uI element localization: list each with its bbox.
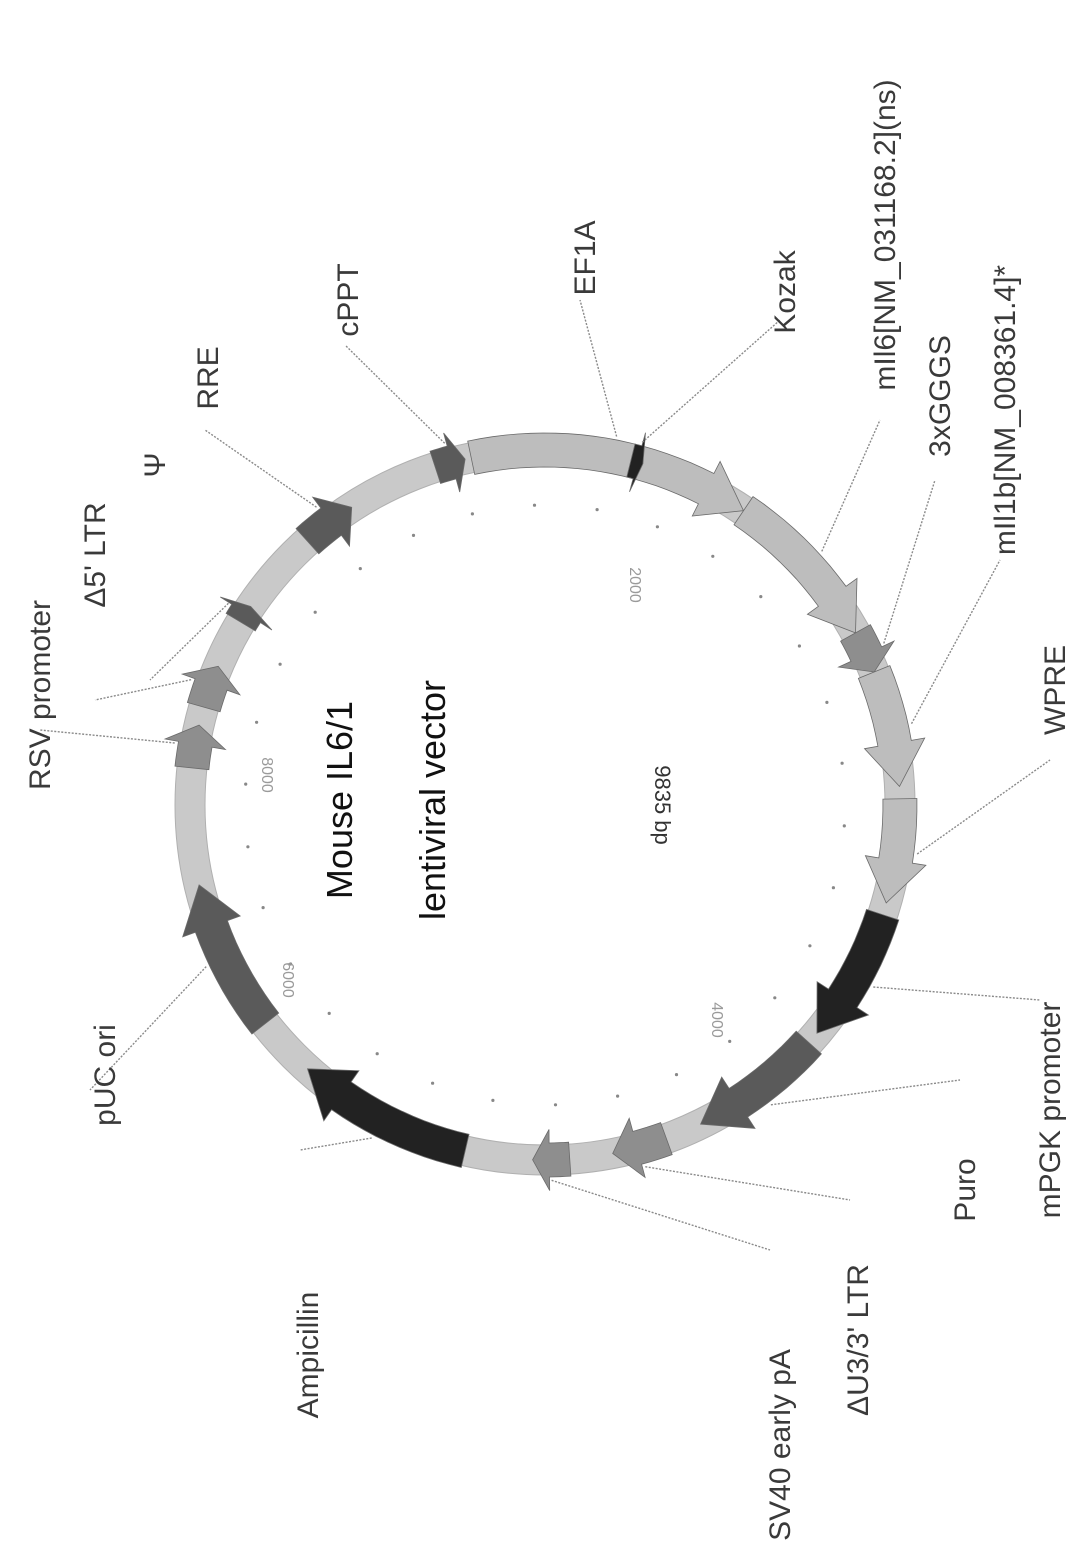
- leader-line-rsv-promoter: [39, 729, 175, 744]
- tick-mark: [808, 944, 812, 948]
- feature-arrow-ampicillin: [306, 1068, 470, 1168]
- feature-arrow-mpgk: [816, 908, 900, 1034]
- leader-line-ampicillin: [299, 1137, 372, 1151]
- label-puc-ori: pUC ori: [89, 1024, 122, 1126]
- leader-line-mil6: [821, 419, 881, 552]
- tick-mark: [728, 1039, 732, 1043]
- tick-mark: [553, 1103, 558, 1107]
- leader-line-wpre: [916, 759, 1051, 855]
- label-kozak: Kozak: [769, 249, 802, 333]
- feature-arrow-d5-ltr: [180, 665, 242, 713]
- tick-mark: [825, 700, 829, 705]
- tick-mark: [759, 595, 763, 599]
- leader-line-kozak: [641, 319, 781, 443]
- feature-arrow-cppt: [429, 432, 466, 493]
- feature-arrow-rsv-promoter: [163, 724, 227, 771]
- tick-mark: [470, 512, 474, 516]
- leader-line-puc-ori: [89, 966, 207, 1091]
- tick-mark: [491, 1098, 495, 1102]
- leader-line-sv40: [551, 1179, 771, 1251]
- tick-label-2000: 2000: [626, 567, 643, 603]
- leader-lines: [39, 299, 1051, 1251]
- map-title-line1: Mouse IL6/1: [319, 701, 360, 899]
- tick-mark: [840, 761, 844, 765]
- leader-line-puro: [770, 1079, 961, 1106]
- label-mil6: mIl6[NM_031168.2](ns): [869, 79, 902, 390]
- tick-mark: [616, 1094, 620, 1098]
- map-title-line2: lentiviral vector: [412, 680, 453, 920]
- map-size-label: 9835 bp: [650, 765, 675, 845]
- feature-arrow-psi: [220, 596, 273, 632]
- tick-mark: [797, 644, 802, 648]
- leader-line-d3-ltr: [645, 1166, 851, 1201]
- label-sv40: SV40 early pA: [764, 1349, 797, 1541]
- tick-mark: [246, 845, 250, 849]
- feature-arrow-kozak: [626, 432, 646, 492]
- tick-mark: [255, 720, 259, 724]
- tick-labels: 2000 4000 6000 8000: [258, 567, 725, 1038]
- leader-line-d5-ltr: [94, 679, 192, 701]
- center-text: Mouse IL6/1 lentiviral vector 9835 bp: [319, 680, 675, 920]
- tick-marks: [244, 503, 846, 1107]
- label-ampicillin: Ampicillin: [292, 1292, 325, 1419]
- tick-mark: [244, 782, 248, 786]
- feature-arrow-mil6: [733, 496, 858, 634]
- feature-arrow-wpre: [864, 798, 927, 904]
- tick-mark: [674, 1073, 679, 1077]
- label-d3-ltr: ΔU3/3' LTR: [842, 1264, 875, 1416]
- tick-label-4000: 4000: [708, 1002, 725, 1038]
- tick-mark: [289, 962, 293, 966]
- feature-arrows: [163, 432, 927, 1191]
- feature-arrow-rre: [295, 496, 353, 555]
- tick-mark: [842, 824, 846, 828]
- feature-arrow-puro: [700, 1030, 822, 1129]
- tick-mark: [411, 533, 416, 538]
- label-psi: Ψ: [139, 452, 172, 477]
- tick-mark: [773, 996, 777, 1000]
- leader-line-psi: [149, 602, 229, 681]
- leader-line-mpgk: [873, 986, 1041, 1001]
- label-ef1a: EF1A: [569, 220, 602, 295]
- label-rre: RRE: [192, 346, 225, 409]
- tick-mark: [358, 567, 362, 571]
- label-rsv-promoter: RSV promoter: [24, 600, 57, 790]
- tick-label-6000: 6000: [279, 962, 296, 998]
- tick-mark: [655, 525, 660, 529]
- feature-arrow-ef1a: [467, 432, 745, 517]
- label-mpgk: mPGK promoter: [1034, 1002, 1067, 1219]
- tick-mark: [261, 906, 265, 910]
- label-mil1b: mIl1b[NM_008361.4]*: [989, 265, 1022, 555]
- tick-mark: [532, 503, 537, 507]
- leader-line-mil1b: [910, 559, 1001, 725]
- feature-arrow-3xgggs: [837, 624, 896, 673]
- leader-line-cppt: [344, 344, 446, 444]
- tick-label-8000: 8000: [258, 757, 275, 793]
- tick-mark: [313, 610, 317, 614]
- label-d5-ltr: Δ5' LTR: [79, 502, 112, 607]
- backbone-ring-outline-inner: [204, 464, 886, 1146]
- tick-mark: [831, 886, 836, 890]
- tick-mark: [375, 1052, 379, 1056]
- leader-line-3xgggs: [883, 479, 936, 644]
- feature-arrow-puc-ori: [182, 884, 280, 1035]
- tick-mark: [711, 554, 715, 558]
- leader-line-rre: [204, 429, 317, 508]
- feature-arrow-sv40: [532, 1129, 572, 1191]
- label-cppt: cPPT: [332, 263, 365, 336]
- label-wpre: WPRE: [1039, 645, 1070, 735]
- tick-mark: [595, 508, 599, 512]
- tick-mark: [278, 662, 282, 666]
- tick-mark: [327, 1011, 331, 1016]
- feature-labels: RSV promoter Δ5' LTR Ψ RRE cPPT EF1A Koz…: [24, 79, 1070, 1541]
- tick-mark: [431, 1081, 435, 1085]
- label-puro: Puro: [949, 1158, 982, 1221]
- label-3xgggs: 3xGGGS: [924, 335, 957, 457]
- leader-line-ef1a: [579, 299, 618, 437]
- feature-arrow-mil1b: [857, 665, 926, 788]
- feature-arrow-d3-ltr: [612, 1117, 673, 1179]
